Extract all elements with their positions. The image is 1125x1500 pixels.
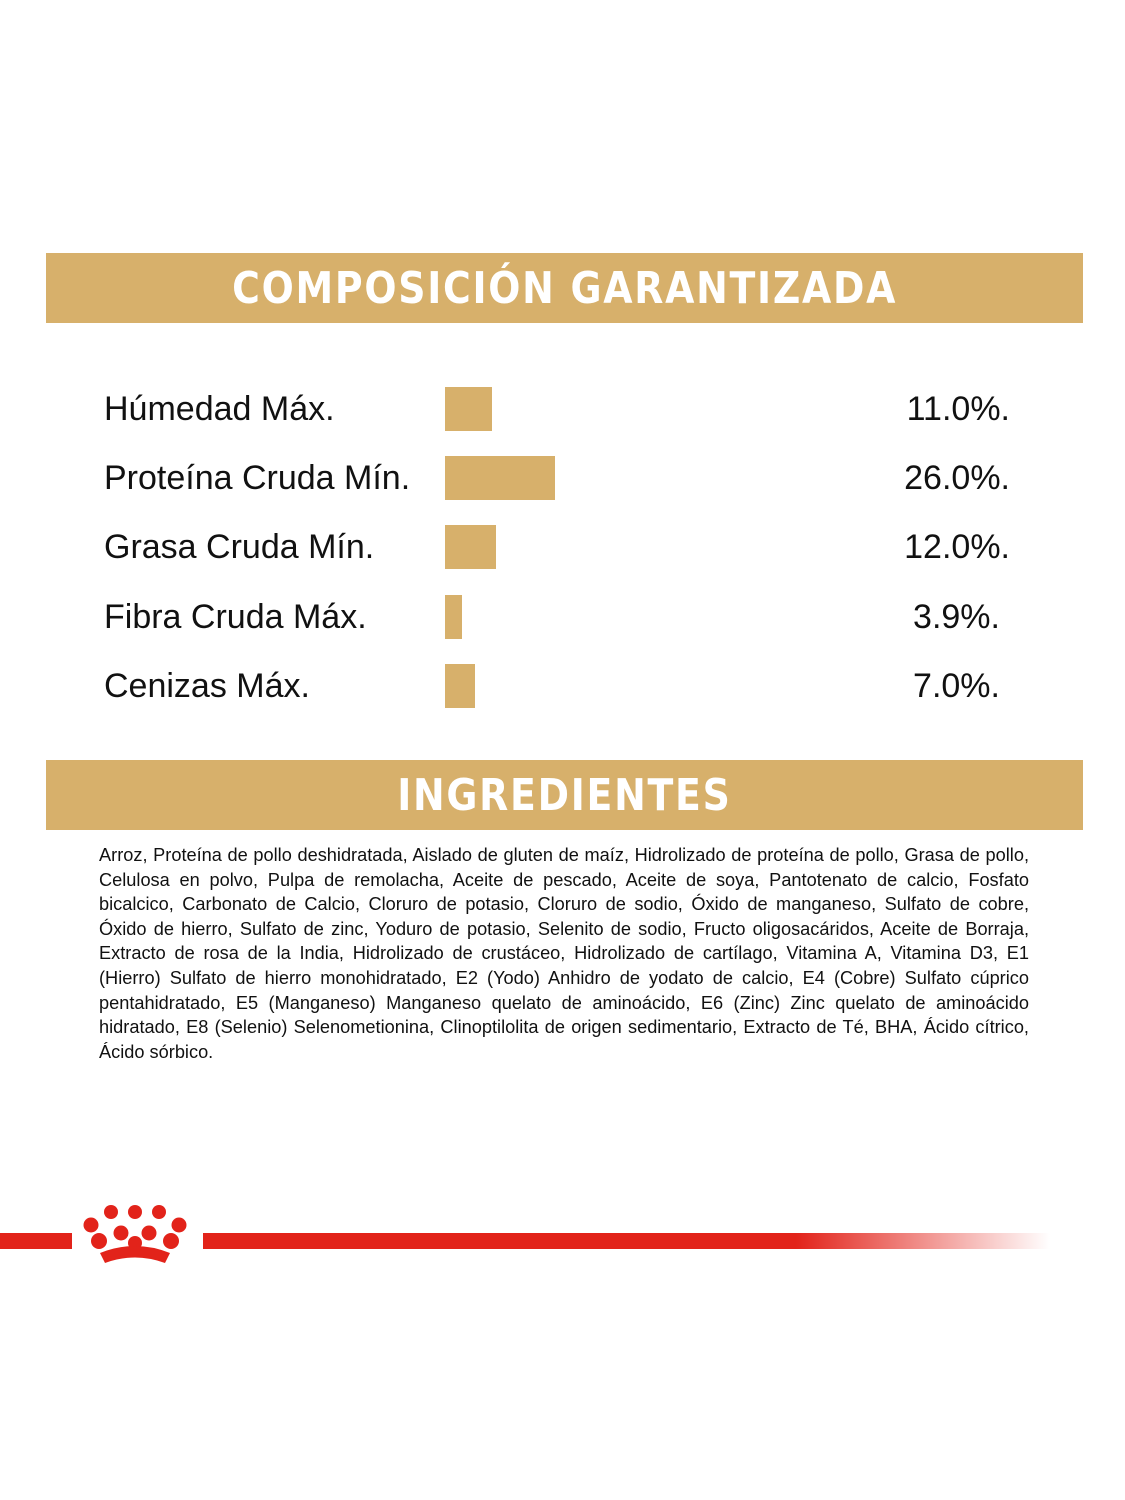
nutrient-label: Proteína Cruda Mín. — [104, 459, 411, 498]
ingredients-title: INGREDIENTES — [397, 769, 732, 821]
nutrient-bar — [445, 663, 475, 708]
crown-icon — [83, 1205, 187, 1263]
nutrient-row: Cenizas Máx. 7.0%. — [0, 663, 1125, 708]
nutrient-value: 12.0%. — [904, 528, 1010, 567]
ingredients-text: Arroz, Proteína de pollo deshidratada, A… — [99, 845, 1029, 1062]
nutrient-value: 7.0%. — [913, 666, 1000, 705]
brand-stripe-left — [0, 1233, 72, 1249]
nutrient-label: Fibra Cruda Máx. — [104, 597, 367, 636]
nutrient-value: 11.0%. — [906, 390, 1010, 428]
brand-strip — [0, 1205, 1050, 1263]
brand-stripe-right — [203, 1233, 1050, 1249]
nutrient-label: Húmedad Máx. — [104, 390, 335, 428]
composition-title: COMPOSICIÓN GARANTIZADA — [232, 262, 897, 314]
nutrient-row: Proteína Cruda Mín. 26.0%. — [0, 456, 1125, 501]
nutrient-bar — [445, 525, 496, 570]
nutrient-label: Cenizas Máx. — [104, 666, 310, 705]
nutrient-bar — [445, 594, 462, 639]
nutrient-label: Grasa Cruda Mín. — [104, 528, 375, 567]
nutrient-bar — [445, 456, 555, 501]
nutrient-row: Húmedad Máx. 11.0%. — [0, 387, 1125, 431]
nutrient-row: Grasa Cruda Mín. 12.0%. — [0, 525, 1125, 570]
composition-header: COMPOSICIÓN GARANTIZADA — [46, 253, 1083, 323]
nutrient-value: 3.9%. — [913, 597, 1000, 636]
nutrient-row: Fibra Cruda Máx. 3.9%. — [0, 594, 1125, 639]
ingredients-header: INGREDIENTES — [46, 760, 1083, 830]
nutrient-bar — [445, 387, 492, 431]
nutrient-value: 26.0%. — [904, 459, 1010, 498]
